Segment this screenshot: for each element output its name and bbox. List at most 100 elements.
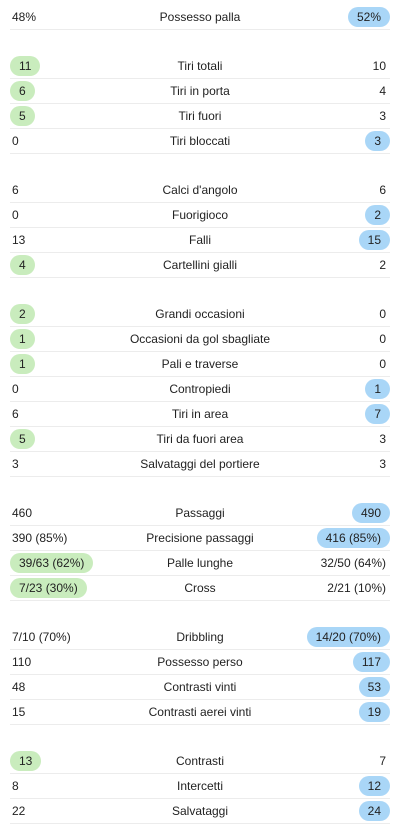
stat-row: 460 Passaggi 490 [10, 501, 390, 526]
away-value-highlight: 1 [365, 379, 390, 399]
stat-label: Cartellini gialli [162, 258, 238, 272]
stat-row: 390 (85%) Precisione passaggi 416 (85%) [10, 526, 390, 551]
stat-row: 13 Falli 15 [10, 228, 390, 253]
stat-label: Calci d'angolo [162, 183, 238, 197]
away-value: 32/50 (64%) [320, 556, 386, 570]
home-value: 390 (85%) [12, 531, 68, 545]
away-value-highlight: 19 [358, 702, 390, 722]
stat-row: 6 Tiri in porta 4 [10, 79, 390, 104]
stat-label: Tiri in area [171, 407, 229, 421]
stat-label: Tiri in porta [170, 84, 230, 98]
away-value: 2 [379, 258, 386, 272]
away-value-highlight: 117 [352, 652, 390, 672]
home-value: 22 [12, 804, 26, 818]
stat-row: 8 Intercetti 12 [10, 774, 390, 799]
home-value-highlight: 7/23 (30%) [10, 578, 87, 598]
stat-row: 2 Grandi occasioni 0 [10, 302, 390, 327]
away-value: 3 [379, 109, 386, 123]
home-value-highlight: 5 [10, 429, 35, 449]
away-value-highlight: 24 [358, 801, 390, 821]
stat-label: Tiri fuori [178, 109, 222, 123]
away-value-highlight: 14/20 (70%) [306, 627, 390, 647]
stat-row: 110 Possesso perso 117 [10, 650, 390, 675]
stat-label: Palle lunghe [166, 556, 234, 570]
stat-row: 0 Fuorigioco 2 [10, 203, 390, 228]
stat-row: 4 Cartellini gialli 2 [10, 253, 390, 278]
stat-label: Pali e traverse [161, 357, 239, 371]
home-value-highlight: 39/63 (62%) [10, 553, 94, 573]
away-value: 6 [379, 183, 386, 197]
stats-group: 13 Contrasti 7 8 Intercetti 12 22 Salvataggi 24 [0, 749, 400, 824]
home-value: 460 [12, 506, 33, 520]
stat-row: 6 Tiri in area 7 [10, 402, 390, 427]
home-value: 0 [12, 382, 19, 396]
stat-label: Intercetti [176, 779, 224, 793]
home-value: 48 [12, 680, 26, 694]
stat-label: Fuorigioco [171, 208, 229, 222]
stat-row: 11 Tiri totali 10 [10, 54, 390, 79]
home-value: 0 [12, 208, 19, 222]
stat-label: Salvataggi del portiere [140, 457, 260, 471]
stat-row: 5 Tiri fuori 3 [10, 104, 390, 129]
stat-row: 13 Contrasti 7 [10, 749, 390, 774]
stats-group: 460 Passaggi 490 390 (85%) Precisione passag… [0, 501, 400, 601]
stat-label: Salvataggi [171, 804, 229, 818]
stat-row: 15 Contrasti aerei vinti 19 [10, 700, 390, 725]
stat-label: Possesso perso [157, 655, 243, 669]
home-value-highlight: 1 [10, 329, 35, 349]
stat-label: Tiri da fuori area [156, 432, 244, 446]
stats-group: 7/10 (70%) Dribbling 14/20 (70%) 110 Possess… [0, 625, 400, 725]
stat-label: Precisione passaggi [146, 531, 254, 545]
home-value-highlight: 5 [10, 106, 35, 126]
stat-row: 7/23 (30%) Cross 2/21 (10%) [10, 576, 390, 601]
stat-row: 6 Calci d'angolo 6 [10, 178, 390, 203]
stat-row: 48% Possesso palla 52% [10, 5, 390, 30]
stat-row: 48 Contrasti vinti 53 [10, 675, 390, 700]
home-value: 0 [12, 134, 19, 148]
stats-group: 11 Tiri totali 10 6 Tiri in porta 4 5 Tiri fuor… [0, 54, 400, 154]
home-value: 6 [12, 407, 19, 421]
stat-row: 1 Occasioni da gol sbagliate 0 [10, 327, 390, 352]
stat-label: Contrasti [175, 754, 225, 768]
stat-row: 1 Pali e traverse 0 [10, 352, 390, 377]
away-value: 3 [379, 457, 386, 471]
stat-row: 0 Contropiedi 1 [10, 377, 390, 402]
away-value-highlight: 53 [358, 677, 390, 697]
home-value-highlight: 1 [10, 354, 35, 374]
away-value: 0 [379, 307, 386, 321]
away-value: 7 [379, 754, 386, 768]
away-value-highlight: 2 [365, 205, 390, 225]
away-value: 10 [372, 59, 386, 73]
home-value-highlight: 6 [10, 81, 35, 101]
stat-label: Contrasti vinti [163, 680, 237, 694]
home-value: 7/10 (70%) [12, 630, 71, 644]
stat-label: Possesso palla [159, 10, 241, 24]
away-value-highlight: 12 [358, 776, 390, 796]
home-value-highlight: 11 [10, 56, 41, 76]
stat-label: Grandi occasioni [155, 307, 245, 321]
stat-row: 3 Salvataggi del portiere 3 [10, 452, 390, 477]
match-stats: 48% Possesso palla 52% 11 Tiri totali 10 6 Tiri… [0, 5, 400, 824]
away-value-highlight: 7 [365, 404, 390, 424]
home-value: 48% [12, 10, 37, 24]
stat-label: Dribbling [176, 630, 224, 644]
away-value-highlight: 490 [351, 503, 390, 523]
away-value: 4 [379, 84, 386, 98]
stat-row: 0 Tiri bloccati 3 [10, 129, 390, 154]
home-value: 3 [12, 457, 19, 471]
home-value-highlight: 4 [10, 255, 35, 275]
stat-row: 7/10 (70%) Dribbling 14/20 (70%) [10, 625, 390, 650]
away-value: 0 [379, 357, 386, 371]
stats-group: 6 Calci d'angolo 6 0 Fuorigioco 2 13 Falli 15 4 Ca… [0, 178, 400, 278]
stat-label: Contropiedi [169, 382, 231, 396]
home-value: 13 [12, 233, 26, 247]
home-value: 6 [12, 183, 19, 197]
home-value-highlight: 2 [10, 304, 35, 324]
home-value: 15 [12, 705, 26, 719]
home-value: 8 [12, 779, 19, 793]
stat-label: Cross [184, 581, 216, 595]
stat-label: Tiri bloccati [169, 134, 231, 148]
home-value-highlight: 13 [10, 751, 42, 771]
stat-row: 5 Tiri da fuori area 3 [10, 427, 390, 452]
stat-label: Contrasti aerei vinti [148, 705, 252, 719]
